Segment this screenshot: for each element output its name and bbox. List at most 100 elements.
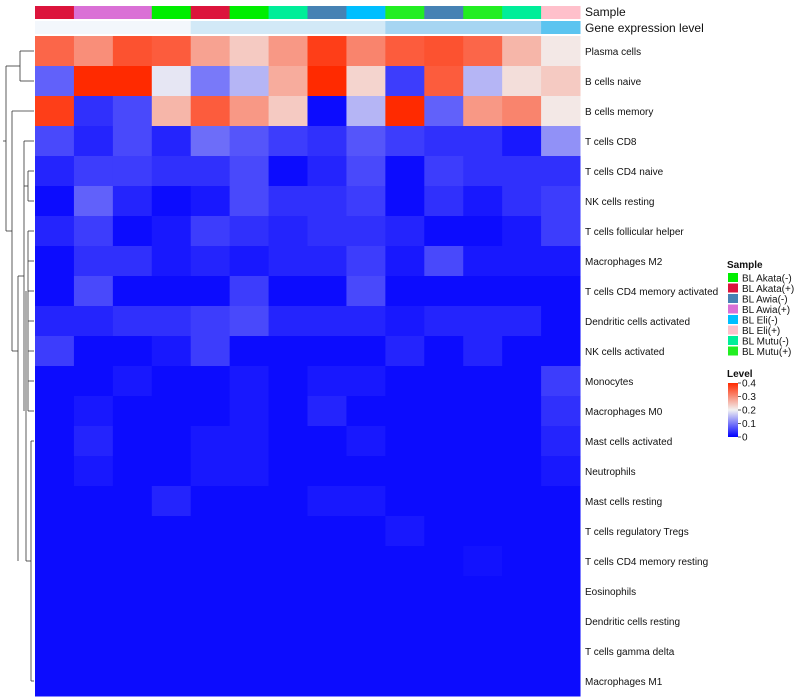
heatmap-cell [151,246,192,277]
heatmap-cell [190,396,231,427]
heatmap-cell [424,546,464,577]
heatmap-cell [268,456,309,487]
heatmap-cell [541,486,581,517]
heatmap-cell [385,186,425,217]
sample-legend-label: BL Mutu(+) [742,347,791,358]
sample-legend-label: BL Awia(-) [742,295,788,306]
heatmap-cell [463,456,503,487]
heatmap-cell [346,156,386,187]
sample-annotation-cell [541,6,581,19]
heatmap-cell [229,666,270,697]
heatmap-cell [73,96,114,127]
row-label: Macrophages M2 [585,257,663,268]
heatmap-cell [385,216,425,247]
heatmap-cell [35,36,75,67]
heatmap-cell [268,36,309,67]
heatmap-cell [73,486,114,517]
heatmap-cell [268,216,309,247]
heatmap-cell [385,426,425,457]
heatmap-cell [541,216,581,247]
row-label: Dendritic cells activated [585,317,690,328]
heatmap-cell [346,66,386,97]
heatmap-cell [73,36,114,67]
sample-legend-label: BL Awia(+) [742,305,790,316]
heatmap-cell [190,426,231,457]
sample-annotation-cell [35,6,75,19]
expression-level-annotation-cell [424,21,464,34]
heatmap-cell [424,606,464,637]
heatmap-cell [424,96,464,127]
heatmap-cell [424,246,464,277]
heatmap-cell [346,216,386,247]
heatmap-cell [268,606,309,637]
heatmap-cell [502,246,542,277]
heatmap-cell [190,216,231,247]
heatmap-cell [463,516,503,547]
heatmap-cell [307,156,347,187]
heatmap-cell [385,36,425,67]
heatmap-cell [112,246,153,277]
expression-level-annotation-cell [190,21,231,34]
heatmap-cell [73,576,114,607]
heatmap-cell [190,666,231,697]
heatmap-cell [502,546,542,577]
sample-annotation-cell [346,6,386,19]
heatmap-cell [502,96,542,127]
heatmap-cell [112,636,153,667]
heatmap-cell [541,366,581,397]
heatmap-cell [385,276,425,307]
sample-legend-swatch [728,294,738,303]
level-legend-tick-label: 0 [742,433,748,444]
heatmap-cell [541,126,581,157]
heatmap-cell [502,486,542,517]
heatmap-cell [73,186,114,217]
heatmap-cell [502,426,542,457]
sample-annotation-cell [112,6,153,19]
heatmap-cell [151,486,192,517]
heatmap-cell [385,156,425,187]
heatmap-cell [151,456,192,487]
heatmap-cell [385,666,425,697]
heatmap-cell [541,66,581,97]
heatmap-cell [151,216,192,247]
heatmap-cell [463,396,503,427]
annotation-title-expression-level: Gene expression level [585,21,704,35]
heatmap-cell [112,366,153,397]
heatmap-cell [229,246,270,277]
heatmap-cell [190,636,231,667]
heatmap-cell [73,396,114,427]
heatmap-cell [229,126,270,157]
heatmap-cell [502,216,542,247]
heatmap-cell [229,576,270,607]
row-label: Dendritic cells resting [585,617,680,628]
heatmap-cell [346,186,386,217]
heatmap-cell [424,366,464,397]
heatmap-cell [190,576,231,607]
heatmap-cell [151,636,192,667]
heatmap-cell [463,486,503,517]
heatmap-cell [229,516,270,547]
heatmap-cell [112,486,153,517]
heatmap-cell [268,246,309,277]
heatmap-cell [424,276,464,307]
heatmap-cell [307,306,347,337]
expression-level-annotation-cell [541,21,581,34]
sample-legend-swatch [728,315,738,324]
heatmap-cell [424,576,464,607]
heatmap-cell [151,126,192,157]
heatmap-cell [73,216,114,247]
heatmap-cell [541,606,581,637]
heatmap-cell [35,306,75,337]
heatmap-cell [385,96,425,127]
sample-annotation-cell [268,6,309,19]
row-label: T cells regulatory Tregs [585,527,689,538]
heatmap-cell [502,66,542,97]
heatmap-cell [229,336,270,367]
heatmap-cell [541,36,581,67]
heatmap-cell [35,96,75,127]
heatmap-cell [541,186,581,217]
heatmap-cell [307,516,347,547]
heatmap-cell [541,636,581,667]
heatmap-cell [112,36,153,67]
